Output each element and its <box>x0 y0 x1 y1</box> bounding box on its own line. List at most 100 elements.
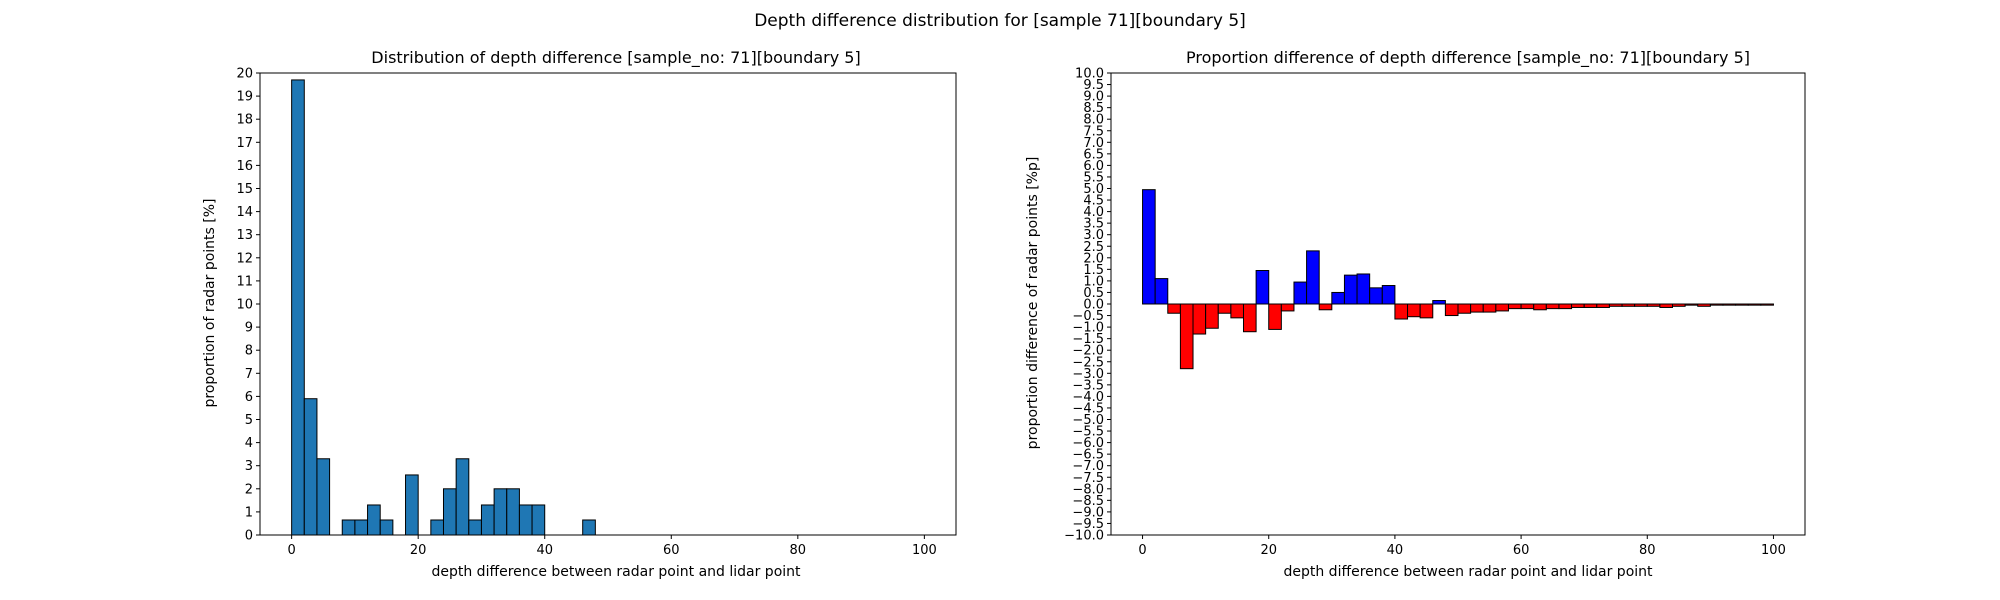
proportion-difference-bar <box>1533 303 1547 311</box>
proportion-difference-ytick-label: 9.0 <box>1083 90 1104 105</box>
proportion-difference-bar <box>1457 303 1472 314</box>
distribution-ytick-label: 9 <box>245 321 253 336</box>
proportion-difference-bar <box>1381 285 1396 305</box>
proportion-difference-ytick-label: 0.0 <box>1083 298 1104 313</box>
proportion-difference-ytick-label: −10.0 <box>1064 529 1104 544</box>
distribution-bar <box>303 398 318 536</box>
distribution-chart-xlabel: depth difference between radar point and… <box>431 564 801 580</box>
distribution-ytick-label: 15 <box>236 182 253 197</box>
proportion-difference-ytick-label: −3.0 <box>1072 367 1104 382</box>
distribution-ytick-label: 2 <box>245 482 253 497</box>
distribution-xtick-label: 20 <box>410 543 427 558</box>
distribution-ytick-label: 7 <box>245 367 253 382</box>
proportion-difference-bar <box>1394 303 1409 320</box>
distribution-bar <box>379 519 394 536</box>
proportion-difference-ytick-label: 7.5 <box>1083 124 1104 139</box>
proportion-difference-ytick-label: −9.0 <box>1072 505 1104 520</box>
proportion-difference-bar <box>1545 303 1560 310</box>
distribution-ytick-label: 11 <box>236 274 253 289</box>
proportion-difference-bar <box>1192 303 1207 335</box>
proportion-difference-bar <box>1154 278 1169 305</box>
proportion-difference-ytick-label: 3.0 <box>1083 228 1104 243</box>
proportion-difference-ytick-label: −2.5 <box>1072 355 1104 370</box>
proportion-difference-ytick-label: 8.0 <box>1083 113 1104 128</box>
proportion-difference-xtick-label: 20 <box>1260 543 1277 558</box>
proportion-difference-xtick-label: 100 <box>1761 543 1786 558</box>
proportion-difference-ytick-label: −1.5 <box>1072 332 1104 347</box>
proportion-difference-ytick-label: −5.0 <box>1072 413 1104 428</box>
proportion-difference-bar <box>1217 303 1232 314</box>
distribution-ytick-label: 10 <box>236 298 253 313</box>
distribution-bar <box>480 504 495 536</box>
proportion-difference-ytick-label: −1.0 <box>1072 321 1104 336</box>
proportion-difference-bar <box>1470 303 1484 313</box>
proportion-difference-bar <box>1343 274 1358 305</box>
distribution-bar <box>518 504 533 536</box>
distribution-ytick-label: 20 <box>236 67 253 82</box>
proportion-difference-bar <box>1608 303 1623 307</box>
proportion-difference-bar <box>1369 287 1383 305</box>
proportion-difference-bar <box>1318 303 1333 311</box>
proportion-difference-bar <box>1306 250 1320 305</box>
proportion-difference-ytick-label: 3.5 <box>1083 217 1104 232</box>
proportion-difference-bar <box>1356 273 1371 305</box>
proportion-difference-ytick-label: −6.0 <box>1072 436 1104 451</box>
proportion-difference-bar <box>1242 303 1257 333</box>
proportion-difference-bar <box>1722 303 1737 306</box>
distribution-ytick-label: 5 <box>245 413 253 428</box>
proportion-difference-ytick-label: 5.0 <box>1083 182 1104 197</box>
distribution-bar <box>506 488 520 536</box>
proportion-difference-bar <box>1167 303 1181 314</box>
distribution-xtick-label: 80 <box>790 543 807 558</box>
proportion-difference-ytick-label: −7.0 <box>1072 459 1104 474</box>
proportion-difference-bar <box>1507 303 1522 310</box>
proportion-difference-xtick-label: 80 <box>1639 543 1656 558</box>
proportion-difference-bar <box>1760 303 1774 306</box>
proportion-difference-bar <box>1672 303 1686 307</box>
proportion-difference-chart-xlabel: depth difference between radar point and… <box>1283 564 1653 580</box>
distribution-ytick-label: 4 <box>245 436 253 451</box>
proportion-difference-ytick-label: 7.0 <box>1083 136 1104 151</box>
proportion-difference-ytick-label: 4.0 <box>1083 205 1104 220</box>
distribution-bar <box>291 79 305 536</box>
distribution-chart-title: Distribution of depth difference [sample… <box>371 48 860 68</box>
distribution-chart: Distribution of depth difference [sample… <box>202 48 957 580</box>
proportion-difference-chart-ylabel: proportion difference of radar points [%… <box>1025 157 1041 450</box>
distribution-bar <box>493 488 508 536</box>
proportion-difference-ytick-label: 1.5 <box>1083 263 1104 278</box>
distribution-ytick-label: 0 <box>245 529 253 544</box>
distribution-ytick-label: 17 <box>236 136 253 151</box>
proportion-difference-bar <box>1621 303 1636 307</box>
distribution-xtick-label: 100 <box>912 543 937 558</box>
proportion-difference-ytick-label: 8.5 <box>1083 101 1104 116</box>
distribution-ytick-label: 13 <box>236 228 253 243</box>
proportion-difference-bar <box>1735 303 1749 306</box>
proportion-difference-bar <box>1432 300 1446 305</box>
proportion-difference-ytick-label: 0.5 <box>1083 286 1104 301</box>
distribution-xtick-label: 0 <box>287 543 295 558</box>
distribution-chart-ylabel: proportion of radar points [%] <box>202 198 218 407</box>
proportion-difference-ytick-label: −4.5 <box>1072 401 1104 416</box>
distribution-bar <box>354 519 369 536</box>
distribution-bar <box>430 519 444 536</box>
proportion-difference-ytick-label: 10.0 <box>1075 67 1104 82</box>
proportion-difference-ytick-label: 9.5 <box>1083 78 1104 93</box>
distribution-ytick-label: 14 <box>236 205 253 220</box>
distribution-ytick-label: 18 <box>236 113 253 128</box>
proportion-difference-bar <box>1659 303 1674 308</box>
distribution-ytick-label: 16 <box>236 159 253 174</box>
distribution-bar <box>405 474 419 536</box>
proportion-difference-bar <box>1583 303 1598 308</box>
proportion-difference-ytick-label: −9.5 <box>1072 517 1104 532</box>
figure-suptitle: Depth difference distribution for [sampl… <box>754 11 1246 31</box>
proportion-difference-bar <box>1205 303 1219 329</box>
proportion-difference-ytick-label: 6.5 <box>1083 147 1104 162</box>
distribution-bar <box>455 458 470 536</box>
proportion-difference-chart: Proportion difference of depth differenc… <box>1025 48 1806 580</box>
proportion-difference-bar <box>1520 303 1535 310</box>
proportion-difference-xtick-label: 60 <box>1513 543 1530 558</box>
proportion-difference-ytick-label: 6.0 <box>1083 159 1104 174</box>
proportion-difference-ytick-label: 5.5 <box>1083 170 1104 185</box>
proportion-difference-bar <box>1142 189 1156 305</box>
